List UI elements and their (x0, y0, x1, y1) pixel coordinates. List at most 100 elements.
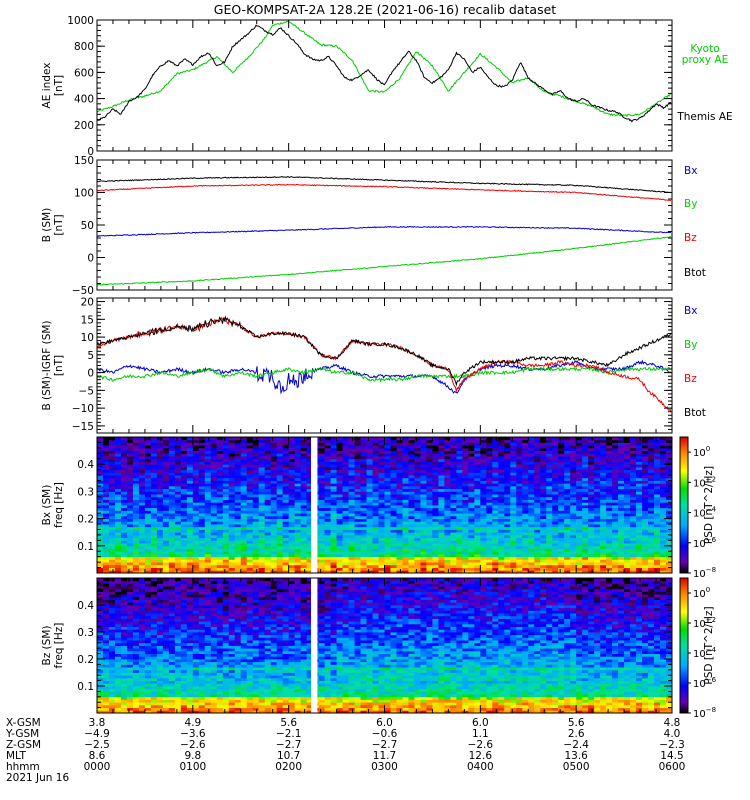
spectrogram-cell (426, 450, 433, 454)
spectrogram-cell (378, 540, 385, 544)
spectrogram-cell (534, 453, 541, 457)
spectrogram-cell (330, 505, 337, 509)
spectrogram-cell (318, 442, 325, 446)
spectrogram-cell (552, 518, 559, 522)
spectrogram-cell (240, 570, 248, 574)
spectrogram-cell (570, 537, 577, 541)
spectrogram-cell (516, 515, 523, 519)
spectrogram-cell (414, 551, 421, 555)
spectrogram-cell (97, 485, 104, 490)
spectrogram-cell (348, 562, 355, 566)
spectrogram-cell (492, 513, 499, 517)
spectrogram-cell (252, 534, 260, 539)
spectrogram-cell (624, 494, 631, 498)
spectrogram-cell (216, 556, 224, 560)
spectrogram-cell (156, 513, 164, 517)
spectrogram-cell (222, 445, 230, 449)
spectrogram-cell (402, 540, 409, 544)
spectrogram-cell (588, 464, 595, 468)
spectrogram-cell (612, 461, 619, 465)
spectrogram-cell (438, 507, 445, 511)
spectrogram-cell (432, 515, 439, 519)
spectrogram-cell (396, 518, 403, 522)
spectrogram-cell (228, 445, 236, 449)
spectrogram-cell (150, 505, 158, 509)
spectrogram-cell (348, 480, 355, 484)
spectrogram-cell (300, 540, 308, 544)
spectrogram-cell (234, 537, 242, 541)
spectrogram-cell (444, 445, 451, 449)
spectrogram-cell (534, 505, 541, 509)
spectrogram-cell (534, 513, 541, 517)
spectrogram-cell (540, 567, 547, 571)
spectrogram-cell (264, 570, 272, 574)
spectrogram-cell (294, 521, 302, 525)
spectrogram-cell (156, 521, 164, 525)
spectrogram-cell (594, 537, 601, 541)
spectrogram-cell (462, 548, 469, 552)
spectrogram-cell (462, 545, 469, 549)
spectrogram-cell (180, 570, 188, 574)
spectrogram-cell (546, 472, 553, 476)
spectrogram-cell (204, 534, 212, 539)
spectrogram-cell (594, 456, 601, 460)
spectrogram-cell (354, 559, 361, 563)
spectrogram-cell (246, 480, 254, 484)
spectrogram-cell (546, 510, 553, 514)
spectrogram-cell (552, 485, 559, 490)
spectrogram-cell (540, 496, 547, 500)
spectrogram-cell (408, 439, 415, 443)
spectrogram-cell (612, 540, 619, 544)
spectrogram-cell (450, 442, 457, 446)
spectrogram-cell (582, 491, 589, 495)
spectrogram-cell (444, 559, 451, 563)
spectrogram-cell (126, 499, 134, 503)
spectrogram-cell (288, 543, 296, 547)
spectrogram-cell (258, 551, 266, 555)
spectrogram-cell (432, 551, 439, 555)
spectrogram-cell (552, 437, 559, 441)
spectrogram-cell (210, 499, 218, 503)
spectrogram-cell (174, 499, 182, 503)
spectrogram-cell (228, 469, 236, 473)
spectrogram-cell (396, 521, 403, 525)
spectrogram-cell (558, 507, 565, 511)
spectrogram-cell (528, 464, 535, 468)
spectrogram-cell (216, 502, 224, 506)
spectrogram-cell (630, 515, 637, 519)
spectrogram-cell (234, 551, 242, 555)
spectrogram-cell (534, 437, 541, 441)
spectrogram-cell (102, 526, 110, 530)
spectrogram-cell (588, 548, 595, 552)
spectrogram-cell (222, 545, 230, 549)
spectrogram-cell (306, 502, 314, 506)
spectrogram-cell (534, 537, 541, 541)
spectrogram-cell (180, 559, 188, 563)
spectrogram-cell (138, 570, 146, 574)
spectrogram-cell (354, 513, 361, 517)
spectrogram-cell (570, 494, 577, 498)
spectrogram-cell (480, 570, 487, 574)
spectrogram-cell (570, 491, 577, 495)
spectrogram-cell (162, 545, 170, 549)
spectrogram-cell (138, 521, 146, 525)
spectrogram-cell (186, 553, 194, 558)
spectrogram-cell (336, 494, 343, 498)
spectrogram-cell (414, 567, 421, 571)
spectrogram-cell (324, 562, 331, 566)
spectrogram-cell (474, 477, 481, 481)
spectrogram-cell (246, 543, 254, 547)
spectrogram-cell (294, 505, 302, 509)
y-tick-label: 800 (74, 41, 94, 53)
spectrogram-cell (108, 529, 116, 533)
spectrogram-cell (318, 456, 325, 460)
spectrogram-cell (246, 518, 254, 522)
spectrogram-cell (492, 562, 499, 566)
spectrogram-cell (618, 477, 625, 481)
spectrogram-cell (528, 570, 535, 574)
spectrogram-cell (522, 559, 529, 563)
spectrogram-cell (258, 526, 266, 530)
spectrogram-cell (258, 540, 266, 544)
spectrogram-cell (132, 477, 140, 481)
spectrogram-cell (600, 447, 607, 451)
